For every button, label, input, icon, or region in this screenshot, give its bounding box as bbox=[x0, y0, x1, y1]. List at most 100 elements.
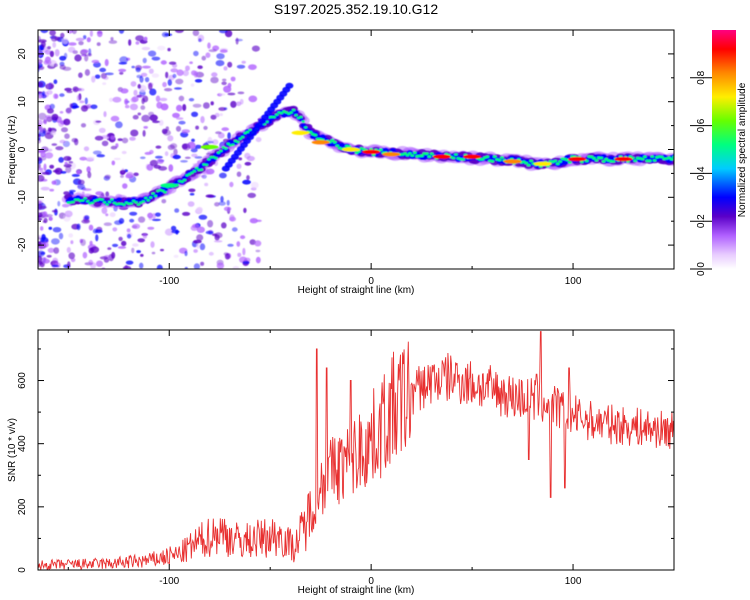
snr-frame bbox=[37, 329, 675, 571]
noise-blob bbox=[41, 241, 49, 248]
noise-blob bbox=[213, 240, 223, 243]
noise-blob bbox=[44, 132, 54, 140]
noise-blob bbox=[147, 212, 154, 219]
ridge-segment bbox=[265, 120, 269, 124]
noise-blob bbox=[200, 116, 205, 124]
noise-blob bbox=[238, 157, 243, 161]
ridge-segment bbox=[599, 156, 604, 160]
noise-blob bbox=[192, 30, 200, 36]
noise-blob bbox=[68, 233, 74, 238]
ridge-segment bbox=[245, 130, 250, 134]
ridge-hotspot bbox=[568, 156, 587, 162]
noise-blob bbox=[92, 150, 102, 155]
noise-blob bbox=[121, 150, 127, 155]
noise-blob bbox=[88, 259, 94, 266]
noise-blob bbox=[182, 143, 191, 151]
colorbar-tick-label: 0.0 bbox=[696, 262, 707, 276]
noise-blob bbox=[188, 188, 196, 193]
noise-blob bbox=[139, 75, 144, 83]
noise-blob bbox=[192, 103, 202, 108]
noise-blob bbox=[84, 97, 88, 105]
snr-panel: -100 0 100 0 200 400 600 Height of straight li… bbox=[7, 329, 675, 596]
noise-blob bbox=[54, 49, 60, 57]
noise-blob bbox=[216, 53, 225, 60]
ridge-segment bbox=[275, 113, 279, 116]
snr-xlabel: Height of straight line (km) bbox=[298, 585, 415, 596]
noise-blob bbox=[76, 223, 81, 231]
ridge-segment bbox=[231, 143, 235, 146]
noise-blob bbox=[121, 137, 129, 144]
noise-blob bbox=[42, 258, 50, 264]
noise-blob bbox=[164, 151, 169, 157]
noise-blob bbox=[142, 130, 146, 137]
noise-blob bbox=[151, 56, 161, 61]
noise-blob bbox=[125, 104, 130, 109]
noise-blob bbox=[50, 35, 58, 42]
noise-blob bbox=[41, 234, 46, 241]
noise-blob bbox=[229, 214, 235, 222]
noise-blob bbox=[141, 114, 151, 122]
noise-blob bbox=[158, 119, 164, 126]
noise-blob bbox=[82, 188, 92, 192]
ridge-segment bbox=[151, 192, 155, 195]
noise-blob bbox=[198, 214, 208, 220]
noise-blob bbox=[63, 52, 68, 59]
noise-blob bbox=[38, 45, 43, 51]
noise-blob bbox=[117, 246, 127, 249]
noise-blob bbox=[167, 79, 172, 86]
noise-blob bbox=[83, 146, 90, 152]
ridge-segment bbox=[161, 189, 165, 192]
noise-blob bbox=[164, 33, 173, 37]
noise-blob bbox=[103, 222, 112, 226]
ridge-segment bbox=[100, 198, 104, 201]
noise-blob bbox=[142, 57, 147, 64]
noise-blob bbox=[61, 203, 70, 208]
noise-blob bbox=[66, 90, 73, 94]
noise-blob bbox=[49, 50, 55, 58]
noise-blob bbox=[154, 212, 161, 217]
noise-blob bbox=[223, 66, 228, 71]
noise-blob bbox=[38, 156, 42, 162]
noise-blob bbox=[38, 260, 41, 268]
noise-blob bbox=[126, 233, 132, 239]
spectrogram-marks bbox=[38, 30, 674, 269]
noise-blob bbox=[215, 131, 222, 135]
ridge-segment bbox=[592, 156, 596, 160]
noise-blob bbox=[39, 205, 47, 209]
ridge-segment bbox=[485, 155, 490, 159]
noise-blob bbox=[255, 249, 261, 253]
noise-blob bbox=[38, 91, 43, 94]
noise-blob bbox=[214, 112, 220, 118]
noise-blob bbox=[188, 98, 195, 102]
noise-blob bbox=[64, 87, 72, 92]
colorbar-ticks: 0.0 0.2 0.4 0.6 0.8 bbox=[690, 70, 712, 276]
noise-blob bbox=[91, 59, 100, 64]
ridge-segment bbox=[219, 149, 223, 153]
ridge-segment bbox=[335, 144, 340, 148]
noise-blob bbox=[99, 67, 107, 73]
noise-blob bbox=[118, 68, 127, 73]
ridge-hotspot bbox=[614, 156, 633, 162]
noise-blob bbox=[96, 260, 103, 267]
noise-blob bbox=[44, 49, 52, 55]
ridge-segment bbox=[112, 201, 117, 204]
noise-blob bbox=[51, 209, 58, 213]
colorbar-tick-label: 0.6 bbox=[696, 118, 707, 132]
noise-blob bbox=[149, 88, 157, 96]
noise-blob bbox=[53, 247, 60, 254]
noise-blob bbox=[236, 64, 246, 69]
noise-blob bbox=[55, 146, 64, 151]
ridge-segment bbox=[221, 146, 225, 149]
snr-ylabel: SNR (10 * v/v) bbox=[7, 418, 18, 482]
noise-blob bbox=[172, 73, 177, 79]
noise-blob bbox=[176, 117, 184, 120]
noise-blob bbox=[121, 240, 127, 247]
noise-blob bbox=[160, 103, 169, 111]
noise-blob bbox=[140, 253, 144, 257]
ridge-segment bbox=[71, 200, 75, 204]
noise-blob bbox=[208, 251, 214, 256]
noise-blob bbox=[196, 243, 200, 249]
colorbar-tick-label: 0.4 bbox=[696, 166, 707, 180]
ridge-segment bbox=[555, 162, 560, 165]
